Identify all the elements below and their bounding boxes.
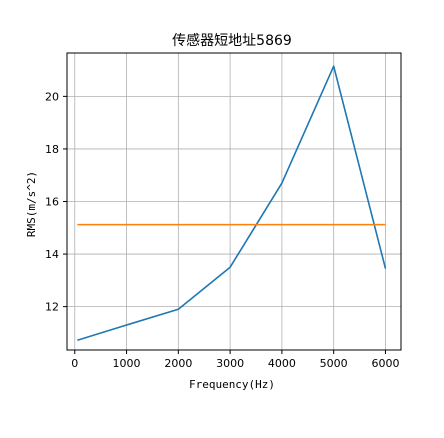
series-line-1: [77, 65, 387, 342]
x-axis-label: Frequency(Hz): [189, 378, 275, 391]
x-tick-label: 3000: [216, 357, 244, 370]
chart-title: 传感器短地址5869: [172, 32, 292, 49]
series-layer: [77, 65, 387, 342]
x-tick-label: 2000: [164, 357, 192, 370]
y-tick-label: 12: [45, 301, 59, 314]
y-tick-label: 18: [45, 143, 59, 156]
grid: [67, 53, 401, 350]
axis-ticks: 0 1000 2000 3000 4000 5000 6000 12 14 16 18 20: [45, 90, 399, 370]
x-tick-label: 0: [71, 357, 78, 370]
x-tick-label: 4000: [268, 357, 296, 370]
x-tick-label: 5000: [320, 357, 348, 370]
y-tick-label: 14: [45, 248, 59, 261]
x-tick-label: 1000: [113, 357, 141, 370]
y-tick-label: 16: [45, 196, 59, 209]
x-tick-label: 6000: [371, 357, 399, 370]
y-axis-label: RMS(m/s^2): [25, 171, 38, 237]
y-tick-label: 20: [45, 90, 59, 103]
